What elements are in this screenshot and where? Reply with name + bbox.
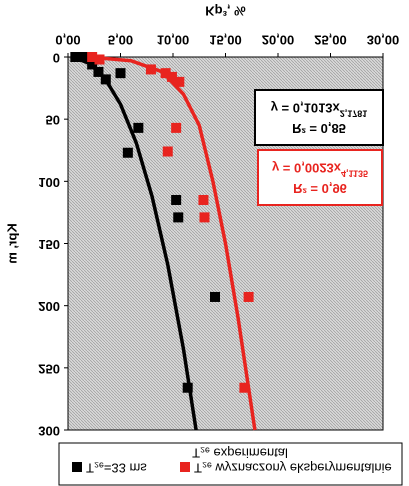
data-point	[162, 146, 173, 157]
x-tick-label: 20,00	[262, 33, 295, 48]
y-tick-label: 250	[38, 361, 60, 376]
equation-exponent: 2,1781	[340, 108, 368, 118]
data-point	[133, 122, 144, 133]
legend-note: T₂ₑ experimental	[192, 446, 288, 461]
data-point	[199, 212, 210, 223]
equation-exponent: 4,1135	[341, 168, 368, 178]
legend-label: T₂ₑ wyznaczony eksperymentalnie	[194, 461, 392, 476]
data-point	[87, 52, 98, 62]
y-tick-label: 100	[38, 175, 60, 190]
flipped-chart: 0,00 5,00 10,00 15,00 20,00 25,00 30,00 0 50 100 1…	[4, 4, 403, 486]
y-tick-label: 0	[53, 51, 60, 66]
data-point	[173, 212, 184, 223]
equation-box	[257, 149, 383, 206]
legend-label: T₂ₑ=33 ms	[86, 461, 147, 476]
data-point	[182, 382, 193, 393]
x-tick-label: 10,00	[157, 33, 190, 48]
data-point	[160, 68, 171, 79]
y-tick-label: 300	[38, 424, 60, 439]
y-axis-title: Kpr, m	[4, 223, 19, 263]
x-tick-label: 30,00	[367, 33, 400, 48]
data-point	[122, 147, 133, 158]
equation: y = 0,0023x4,1135	[272, 160, 368, 178]
x-tick-label: 5,00	[108, 33, 133, 48]
data-point	[198, 194, 209, 205]
equation-box	[254, 89, 384, 146]
data-point	[171, 122, 182, 133]
data-point	[243, 291, 254, 302]
legend-box	[58, 442, 403, 486]
equation-base: y = 0,0023x	[272, 160, 342, 175]
y-tick-label: 50	[46, 113, 60, 128]
data-point	[210, 291, 220, 302]
x-axis-title: Kp³, %	[205, 4, 246, 19]
fit-curve	[88, 55, 257, 431]
data-point	[239, 382, 250, 393]
legend-swatch	[180, 462, 190, 472]
y-tick-label: 200	[38, 299, 60, 314]
r-squared: R² = 0,85	[292, 121, 346, 136]
data-point	[94, 54, 105, 65]
equation-base: y = 0,1013x	[271, 100, 341, 115]
x-tick-label: 25,00	[314, 33, 347, 48]
data-point	[93, 66, 104, 77]
data-point	[174, 76, 185, 87]
legend-swatch	[72, 462, 82, 472]
data-point	[171, 194, 182, 205]
data-point	[166, 71, 177, 82]
x-tick-label: 0,00	[55, 33, 80, 48]
equation-text: R² = 0,85 y = 0,1013x2,1781	[271, 100, 368, 136]
r-squared: R² = 0,96	[293, 181, 347, 196]
x-tick-label: 15,00	[209, 33, 242, 48]
y-tick-label: 150	[38, 237, 60, 252]
data-point	[100, 74, 111, 85]
data-point	[115, 68, 126, 79]
equation-text: R² = 0,96 y = 0,0023x4,1135	[272, 160, 368, 196]
equation: y = 0,1013x2,1781	[271, 100, 368, 118]
data-point	[70, 52, 81, 62]
data-point	[87, 59, 98, 70]
data-point	[77, 52, 88, 62]
data-point	[145, 64, 156, 75]
